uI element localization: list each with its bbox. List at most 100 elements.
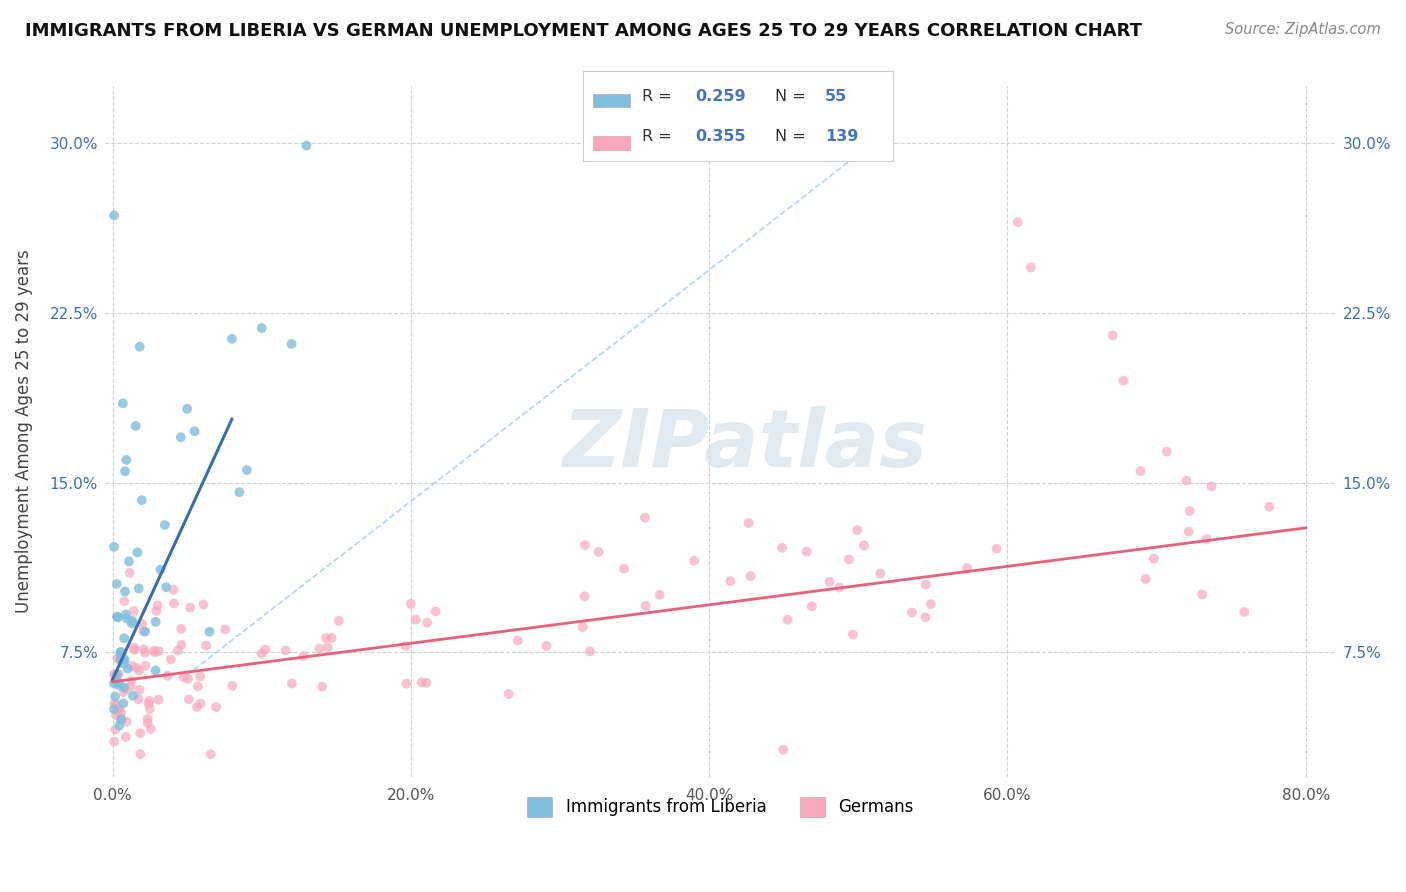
- Point: [308, 641, 330, 656]
- Point: [506, 633, 529, 648]
- Point: [104, 723, 127, 737]
- Point: [136, 712, 159, 726]
- Point: [112, 632, 135, 646]
- Point: [188, 669, 211, 683]
- Point: [138, 697, 160, 711]
- Point: [683, 554, 706, 568]
- Point: [737, 516, 759, 530]
- Point: [115, 611, 138, 625]
- Point: [250, 321, 273, 335]
- Point: [105, 667, 128, 681]
- Point: [228, 485, 250, 500]
- Point: [316, 640, 339, 655]
- Point: [105, 577, 128, 591]
- Point: [1195, 532, 1218, 546]
- Point: [110, 712, 132, 726]
- Point: [800, 599, 823, 614]
- Point: [416, 615, 439, 630]
- Point: [1258, 500, 1281, 514]
- Point: [128, 340, 150, 354]
- Point: [103, 667, 125, 681]
- Point: [107, 651, 129, 665]
- Point: [395, 676, 418, 690]
- Point: [114, 584, 136, 599]
- Point: [107, 675, 129, 690]
- Point: [118, 554, 141, 568]
- Point: [1019, 260, 1042, 275]
- Point: [159, 652, 181, 666]
- Point: [131, 616, 153, 631]
- Point: [107, 704, 129, 718]
- Point: [280, 337, 302, 351]
- Point: [120, 673, 142, 688]
- Point: [395, 639, 418, 653]
- Bar: [593, 136, 630, 150]
- Point: [198, 624, 221, 639]
- Point: [110, 706, 132, 720]
- Point: [153, 518, 176, 533]
- Point: [1156, 444, 1178, 458]
- Point: [425, 604, 447, 618]
- Point: [120, 679, 142, 693]
- Point: [571, 620, 593, 634]
- Point: [828, 581, 851, 595]
- Point: [112, 594, 135, 608]
- Point: [842, 627, 865, 641]
- Point: [648, 588, 671, 602]
- Point: [128, 664, 150, 678]
- Point: [138, 694, 160, 708]
- Point: [112, 657, 135, 671]
- Point: [311, 680, 333, 694]
- Point: [177, 692, 200, 706]
- Point: [136, 716, 159, 731]
- Point: [122, 689, 145, 703]
- Point: [236, 463, 259, 477]
- Point: [588, 545, 610, 559]
- Point: [132, 624, 155, 639]
- Point: [193, 598, 215, 612]
- Point: [105, 708, 128, 723]
- Point: [111, 396, 134, 410]
- Point: [110, 645, 132, 659]
- Text: 0.355: 0.355: [695, 129, 745, 144]
- Point: [149, 563, 172, 577]
- Point: [139, 722, 162, 736]
- Point: [112, 652, 135, 666]
- Point: [914, 577, 936, 591]
- Point: [770, 541, 793, 555]
- Point: [1007, 215, 1029, 229]
- Point: [292, 649, 315, 664]
- Point: [135, 658, 157, 673]
- Point: [104, 698, 127, 712]
- Point: [415, 675, 437, 690]
- Point: [156, 669, 179, 683]
- Point: [1129, 464, 1152, 478]
- Point: [328, 614, 350, 628]
- Point: [131, 493, 153, 508]
- Point: [177, 672, 200, 686]
- Text: ZIPatlas: ZIPatlas: [562, 407, 928, 484]
- Point: [145, 604, 167, 618]
- Point: [148, 692, 170, 706]
- Point: [405, 613, 427, 627]
- Point: [818, 574, 841, 589]
- Point: [250, 647, 273, 661]
- Point: [107, 666, 129, 681]
- Point: [170, 622, 193, 636]
- Point: [852, 539, 875, 553]
- Point: [132, 642, 155, 657]
- Point: [107, 610, 129, 624]
- Point: [104, 669, 127, 683]
- Point: [190, 697, 212, 711]
- Point: [221, 679, 243, 693]
- Y-axis label: Unemployment Among Ages 25 to 29 years: Unemployment Among Ages 25 to 29 years: [15, 250, 32, 614]
- Point: [170, 638, 193, 652]
- Point: [108, 702, 131, 716]
- Point: [122, 604, 145, 618]
- Point: [634, 510, 657, 524]
- Point: [200, 747, 222, 762]
- Point: [110, 647, 132, 661]
- Point: [115, 714, 138, 729]
- Point: [105, 609, 128, 624]
- Point: [125, 661, 148, 675]
